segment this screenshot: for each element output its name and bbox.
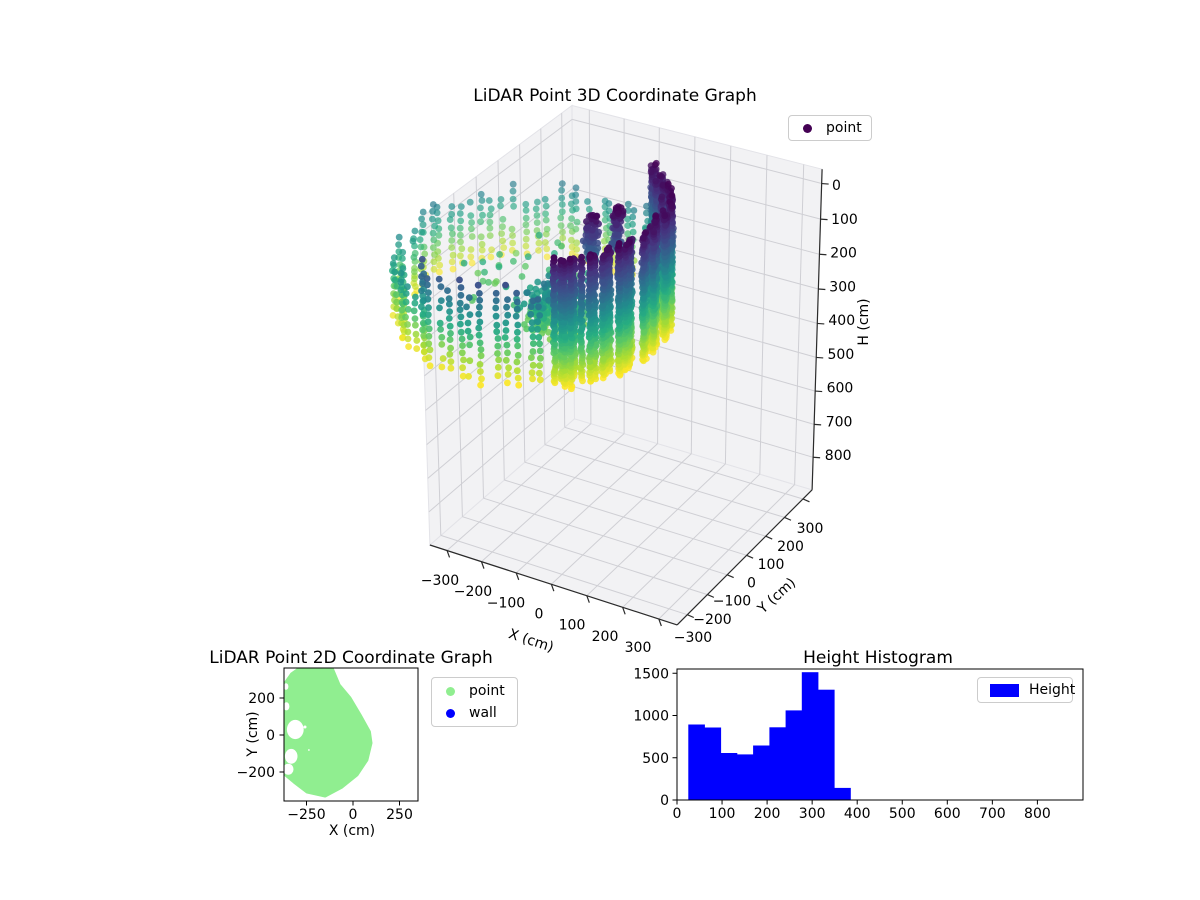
svg-text:200: 200	[248, 691, 275, 707]
svg-text:400: 400	[828, 313, 855, 329]
svg-text:300: 300	[799, 806, 826, 822]
svg-text:700: 700	[979, 806, 1006, 822]
height-swatch-icon	[990, 683, 1019, 697]
histogram-legend: Height	[977, 677, 1075, 703]
svg-text:600: 600	[827, 381, 854, 397]
svg-text:−300: −300	[421, 573, 459, 589]
svg-text:800: 800	[1024, 806, 1051, 822]
svg-text:300: 300	[625, 640, 652, 656]
plot2d-legend: point wall	[431, 677, 518, 727]
svg-text:100: 100	[709, 806, 736, 822]
svg-text:−300: −300	[674, 630, 712, 646]
wall-marker-icon	[446, 708, 455, 718]
plot2d-legend-item-point: point	[442, 680, 507, 702]
plot3d-legend-label: point	[826, 120, 862, 136]
svg-text:−200: −200	[693, 612, 731, 628]
svg-text:300: 300	[829, 279, 856, 295]
plot3d-legend: point	[788, 115, 872, 141]
svg-text:0: 0	[266, 728, 275, 744]
svg-text:100: 100	[758, 557, 785, 573]
svg-text:500: 500	[642, 751, 669, 767]
plot3d-points	[389, 159, 677, 393]
plot2d-title: LiDAR Point 2D Coordinate Graph	[209, 648, 493, 668]
svg-text:500: 500	[828, 347, 855, 363]
svg-text:1500: 1500	[633, 666, 669, 682]
svg-text:600: 600	[934, 806, 961, 822]
point-marker-icon	[803, 123, 812, 133]
plot2d-legend-label-point: point	[469, 683, 505, 699]
plot3d-legend-item: point	[799, 118, 862, 138]
svg-text:200: 200	[777, 539, 804, 555]
svg-text:−200: −200	[454, 584, 492, 600]
svg-text:0: 0	[673, 806, 682, 822]
point-marker-icon	[446, 686, 455, 696]
plot3d: −300−200−1000100200300−300−200−100010020…	[389, 104, 858, 656]
svg-text:0: 0	[660, 793, 669, 809]
plot3d-axes	[429, 169, 829, 627]
svg-text:100: 100	[559, 618, 586, 634]
histogram-legend-label: Height	[1029, 682, 1076, 698]
plot2d-legend-label-wall: wall	[469, 705, 497, 721]
svg-text:800: 800	[825, 448, 852, 464]
svg-text:200: 200	[830, 246, 857, 262]
histogram: 0 100 200 300 400 500 600 700 800 0 500 1000 1500	[633, 666, 1084, 822]
svg-text:0: 0	[535, 607, 544, 623]
svg-text:200: 200	[754, 806, 781, 822]
histogram-legend-item: Height	[988, 680, 1075, 700]
plot2d: −250 0 250 −200 0 200	[237, 667, 419, 823]
svg-text:0: 0	[349, 807, 358, 823]
plot2d-x-axis-label: X (cm)	[328, 823, 376, 839]
plot3d-title: LiDAR Point 3D Coordinate Graph	[473, 86, 757, 106]
svg-text:−100: −100	[713, 594, 751, 610]
svg-text:−200: −200	[237, 765, 275, 781]
svg-text:−100: −100	[487, 595, 525, 611]
svg-text:1000: 1000	[633, 709, 669, 725]
histogram-bars	[688, 672, 851, 800]
svg-text:500: 500	[889, 806, 916, 822]
plot2d-legend-item-wall: wall	[442, 702, 507, 724]
svg-text:100: 100	[831, 212, 858, 228]
svg-text:200: 200	[592, 629, 619, 645]
plot3d-tick-labels: −300−200−1000100200300−300−200−100010020…	[421, 178, 858, 656]
svg-text:250: 250	[386, 807, 413, 823]
svg-text:400: 400	[844, 806, 871, 822]
plot2d-y-axis-label: Y (cm)	[245, 711, 261, 757]
histogram-title: Height Histogram	[803, 648, 953, 668]
plot2d-points-region	[284, 668, 373, 798]
svg-text:700: 700	[826, 414, 853, 430]
svg-text:0: 0	[832, 178, 841, 194]
plot3d-z-axis-label: H (cm)	[856, 298, 872, 346]
svg-text:−250: −250	[287, 807, 325, 823]
svg-text:0: 0	[747, 575, 756, 591]
svg-text:300: 300	[797, 521, 824, 537]
